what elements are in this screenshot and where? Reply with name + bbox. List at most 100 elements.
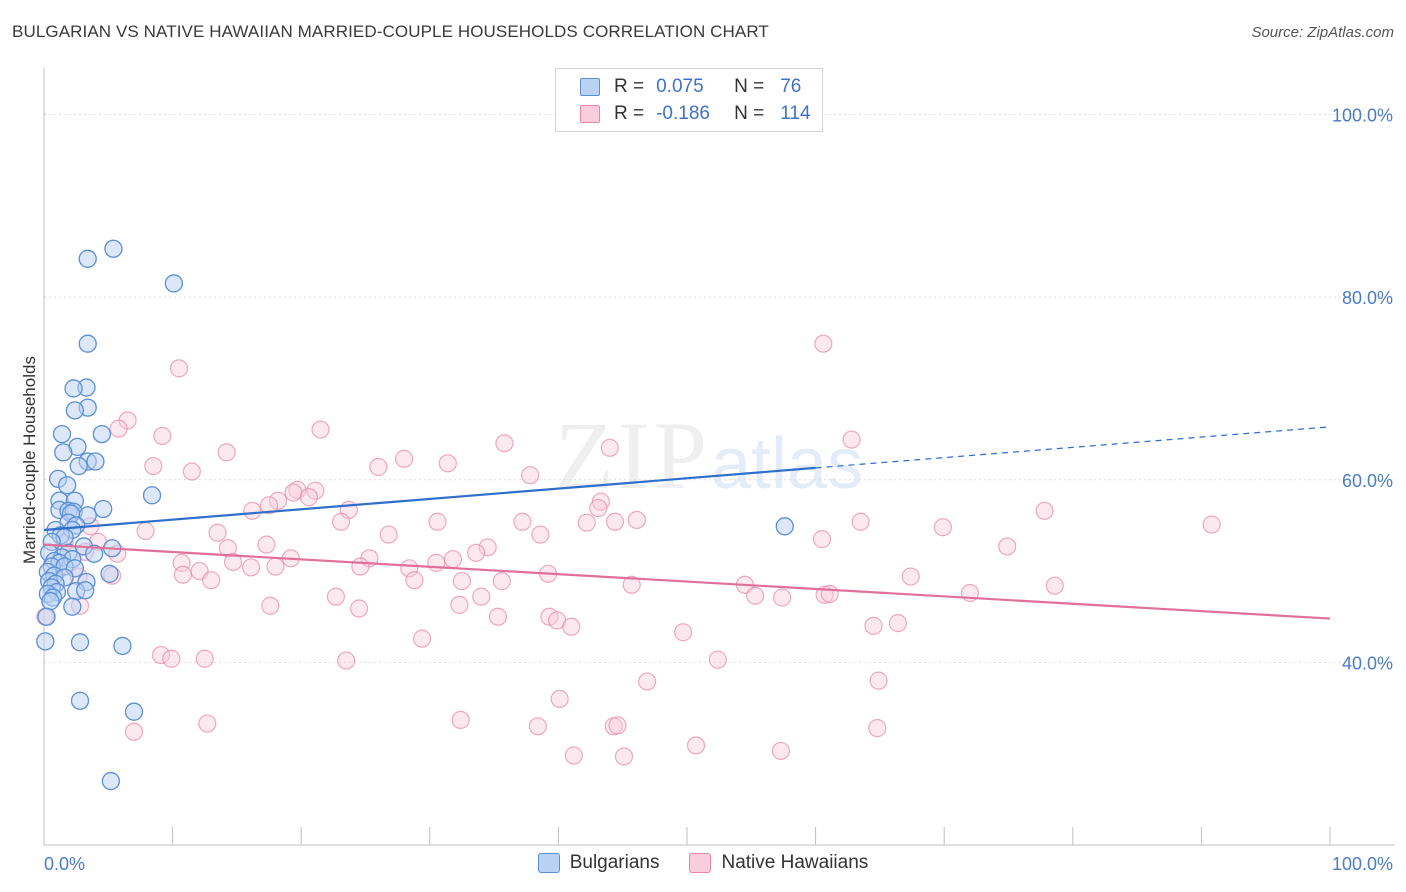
data-point-native-hawaiians	[162, 649, 181, 668]
data-point-native-hawaiians	[528, 717, 547, 736]
data-point-bulgarians	[37, 607, 56, 626]
data-point-native-hawaiians	[562, 617, 581, 636]
chart-title: BULGARIAN VS NATIVE HAWAIIAN MARRIED-COU…	[12, 22, 769, 41]
data-point-bulgarians	[85, 544, 104, 563]
data-point-native-hawaiians	[144, 456, 163, 476]
y-tick-label: 100.0%	[1332, 106, 1393, 126]
legend-label-native-hawaiians: Native Hawaiians	[721, 852, 869, 873]
data-point-bulgarians	[70, 633, 90, 652]
data-point-native-hawaiians	[349, 599, 369, 618]
data-point-native-hawaiians	[608, 716, 627, 735]
data-point-native-hawaiians	[198, 714, 217, 733]
data-point-native-hawaiians	[351, 557, 370, 576]
x-tick-label: 100.0%	[1332, 854, 1393, 874]
legend-n-value: 114	[780, 103, 811, 124]
data-point-bulgarians	[52, 424, 72, 444]
hawaiians-swatch	[580, 105, 600, 123]
data-point-bulgarians	[104, 239, 123, 258]
data-point-native-hawaiians	[998, 537, 1017, 556]
y-tick-label: 40.0%	[1342, 653, 1393, 673]
data-point-native-hawaiians	[173, 565, 192, 584]
data-point-native-hawaiians	[622, 575, 641, 594]
legend-row-bulgarians: R = 0.075 N = 76	[580, 75, 801, 99]
source-credit: Source: ZipAtlas.com	[1251, 24, 1394, 41]
data-point-native-hawaiians	[405, 571, 424, 590]
legend-row-hawaiians: R = -0.186 N = 114	[580, 102, 811, 126]
data-point-bulgarians	[78, 334, 97, 353]
data-point-native-hawaiians	[901, 567, 920, 586]
data-point-bulgarians	[142, 486, 162, 505]
data-point-native-hawaiians	[326, 587, 346, 606]
data-point-native-hawaiians	[933, 518, 953, 537]
data-point-bulgarians	[94, 499, 113, 519]
data-point-native-hawaiians	[773, 588, 792, 607]
data-point-native-hawaiians	[627, 510, 646, 530]
data-point-bulgarians	[76, 581, 95, 600]
data-point-bulgarians	[41, 592, 60, 611]
data-point-bulgarians	[78, 506, 97, 525]
data-point-native-hawaiians	[331, 512, 351, 531]
data-point-native-hawaiians	[868, 719, 887, 738]
data-point-native-hawaiians	[589, 498, 608, 518]
data-point-native-hawaiians	[311, 420, 330, 439]
watermark: ZIPatlas	[555, 400, 863, 511]
data-point-native-hawaiians	[812, 530, 832, 549]
data-point-native-hawaiians	[266, 557, 285, 576]
data-point-native-hawaiians	[577, 513, 596, 532]
data-point-native-hawaiians	[1202, 515, 1221, 534]
data-point-native-hawaiians	[223, 552, 243, 572]
data-point-native-hawaiians	[124, 722, 144, 741]
data-point-native-hawaiians	[243, 501, 262, 520]
data-point-native-hawaiians	[299, 488, 319, 507]
data-point-native-hawaiians	[268, 491, 288, 510]
y-axis-label: Married-couple Households	[20, 356, 39, 564]
data-point-native-hawaiians	[472, 587, 491, 606]
data-point-native-hawaiians	[412, 629, 432, 648]
data-point-native-hawaiians	[217, 443, 236, 462]
data-point-bulgarians	[57, 476, 77, 495]
data-point-native-hawaiians	[488, 607, 508, 626]
data-point-native-hawaiians	[1035, 501, 1054, 520]
data-point-native-hawaiians	[638, 672, 657, 691]
legend-item-bulgarians[interactable]: Bulgarians	[537, 852, 659, 874]
data-point-native-hawaiians	[614, 747, 634, 766]
data-point-bulgarians	[100, 564, 119, 583]
data-point-bulgarians	[65, 401, 85, 420]
data-point-native-hawaiians	[169, 359, 189, 378]
x-tick-label: 0.0%	[44, 854, 85, 874]
data-point-native-hawaiians	[564, 746, 583, 765]
legend-item-native-hawaiians[interactable]: Native Hawaiians	[689, 852, 868, 874]
data-point-native-hawaiians	[136, 521, 155, 540]
bulgarians-swatch	[580, 78, 600, 96]
data-point-native-hawaiians	[379, 525, 398, 544]
data-point-bulgarians	[164, 274, 184, 293]
data-point-native-hawaiians	[771, 741, 790, 761]
trend-line-native-hawaiians	[43, 543, 1331, 620]
data-point-bulgarians	[775, 517, 794, 536]
data-point-native-hawaiians	[820, 584, 839, 603]
data-point-bulgarians	[54, 443, 73, 462]
data-point-bulgarians	[92, 424, 112, 444]
trend-line-bulgarians-extension	[815, 426, 1331, 469]
legend-r-label: R =	[614, 103, 645, 124]
data-point-native-hawaiians	[337, 651, 356, 670]
data-point-native-hawaiians	[452, 572, 472, 591]
data-point-native-hawaiians	[182, 462, 201, 481]
data-point-native-hawaiians	[261, 596, 280, 615]
data-point-bulgarians	[78, 249, 97, 268]
legend-n-label: N =	[734, 103, 765, 124]
data-point-native-hawaiians	[513, 512, 532, 531]
data-point-native-hawaiians	[109, 419, 128, 438]
legend-r-value: 0.075	[656, 76, 704, 97]
data-point-native-hawaiians	[438, 454, 457, 473]
data-point-native-hawaiians	[814, 334, 833, 353]
data-point-native-hawaiians	[450, 595, 469, 614]
trend-line-bulgarians	[43, 466, 816, 532]
data-point-bulgarians	[86, 452, 105, 471]
y-tick-label: 60.0%	[1342, 471, 1393, 491]
data-point-bulgarians	[63, 597, 82, 616]
series-legend: Bulgarians Native Hawaiians	[0, 852, 1406, 874]
legend-r-value: -0.186	[656, 103, 710, 124]
data-point-native-hawaiians	[478, 538, 497, 557]
